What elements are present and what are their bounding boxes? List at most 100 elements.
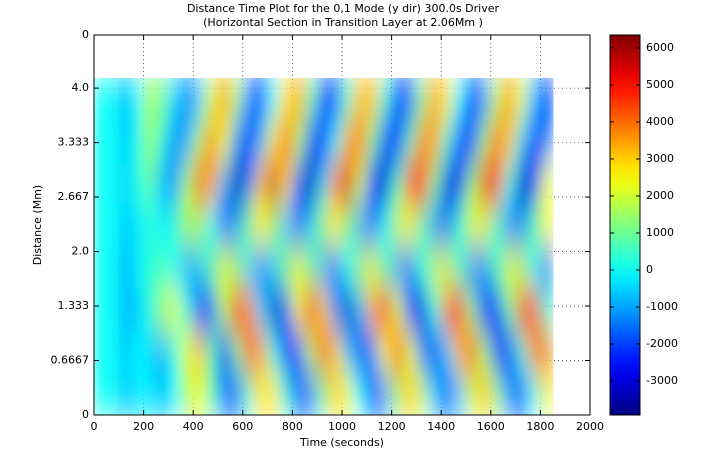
heatmap-cell bbox=[292, 162, 306, 205]
heatmap-cell bbox=[118, 120, 132, 163]
heatmap-cell bbox=[254, 288, 268, 332]
heatmap-cell bbox=[428, 288, 442, 332]
x-tick-label: 400 bbox=[183, 420, 204, 433]
heatmap-cell bbox=[478, 288, 492, 332]
heatmap-cell bbox=[416, 162, 430, 205]
heatmap-cell bbox=[267, 78, 281, 121]
heatmap-cell bbox=[242, 120, 256, 163]
heatmap-cell bbox=[428, 120, 442, 163]
heatmap-cell bbox=[453, 288, 467, 332]
heatmap-cell bbox=[391, 204, 405, 247]
heatmap-cell bbox=[540, 204, 554, 247]
heatmap-cell bbox=[540, 78, 554, 121]
colorbar-tick-label: 2000 bbox=[646, 189, 674, 202]
x-tick-label: 1200 bbox=[378, 420, 406, 433]
heatmap-cell bbox=[478, 78, 492, 121]
heatmap-cell bbox=[106, 246, 120, 290]
heatmap-cell bbox=[428, 330, 442, 374]
heatmap-cell bbox=[527, 204, 541, 247]
heatmap-cell bbox=[180, 204, 194, 247]
heatmap-cell bbox=[304, 288, 318, 332]
heatmap-cell bbox=[143, 204, 157, 247]
heatmap-cell bbox=[403, 372, 417, 416]
heatmap-cell bbox=[254, 330, 268, 374]
heatmap-cell bbox=[515, 288, 529, 332]
heatmap-cell bbox=[502, 288, 516, 332]
heatmap-cell bbox=[106, 162, 120, 205]
heatmap-cell bbox=[155, 204, 169, 247]
heatmap-cell bbox=[428, 246, 442, 290]
y-tick-label: 0 bbox=[82, 28, 89, 41]
heatmap-cell bbox=[130, 288, 144, 332]
heatmap-cell bbox=[341, 330, 355, 374]
heatmap-cell bbox=[354, 288, 368, 332]
heatmap-cell bbox=[155, 120, 169, 163]
heatmap-cell bbox=[391, 162, 405, 205]
heatmap-cell bbox=[403, 204, 417, 247]
heatmap-cell bbox=[292, 330, 306, 374]
heatmap-cell bbox=[478, 162, 492, 205]
heatmap-cell bbox=[217, 288, 231, 332]
heatmap-cell bbox=[515, 372, 529, 416]
heatmap-cell bbox=[366, 204, 380, 247]
heatmap-cell bbox=[155, 78, 169, 121]
heatmap-cell bbox=[118, 330, 132, 374]
heatmap-cell bbox=[403, 246, 417, 290]
heatmap-cell bbox=[465, 246, 479, 290]
heatmap-cell bbox=[428, 372, 442, 416]
heatmap-cell bbox=[403, 120, 417, 163]
heatmap-cell bbox=[217, 246, 231, 290]
heatmap-cell bbox=[143, 246, 157, 290]
colorbar-tick-label: 4000 bbox=[646, 115, 674, 128]
x-tick-label: 800 bbox=[282, 420, 303, 433]
heatmap-cell bbox=[242, 246, 256, 290]
heatmap-cell bbox=[316, 288, 330, 332]
heatmap-cell bbox=[341, 288, 355, 332]
heatmap-cell bbox=[217, 120, 231, 163]
heatmap-cell bbox=[106, 372, 120, 416]
heatmap-cell bbox=[391, 330, 405, 374]
colorbar bbox=[609, 34, 641, 416]
heatmap-cell bbox=[230, 162, 244, 205]
heatmap-cell bbox=[106, 78, 120, 121]
heatmap-cell bbox=[254, 246, 268, 290]
heatmap-cell bbox=[354, 78, 368, 121]
heatmap-cell bbox=[465, 78, 479, 121]
heatmap-cell bbox=[440, 204, 454, 247]
heatmap-cell bbox=[378, 330, 392, 374]
y-tick-label: 2.0 bbox=[72, 245, 90, 258]
heatmap-cell bbox=[267, 246, 281, 290]
heatmap-cell bbox=[242, 78, 256, 121]
heatmap-cell bbox=[180, 120, 194, 163]
heatmap-cell bbox=[428, 78, 442, 121]
heatmap-cell bbox=[453, 204, 467, 247]
heatmap-cell bbox=[267, 330, 281, 374]
heatmap-cell bbox=[192, 372, 206, 416]
heatmap-cell bbox=[168, 246, 182, 290]
heatmap-cell bbox=[316, 330, 330, 374]
heatmap-cell bbox=[490, 78, 504, 121]
heatmap-cell bbox=[168, 120, 182, 163]
heatmap-cell bbox=[515, 162, 529, 205]
heatmap-cell bbox=[292, 288, 306, 332]
heatmap-cell bbox=[440, 120, 454, 163]
heatmap-cell bbox=[254, 162, 268, 205]
heatmap-cell bbox=[403, 330, 417, 374]
heatmap-cell bbox=[329, 330, 343, 374]
heatmap-cell bbox=[378, 120, 392, 163]
heatmap-cell bbox=[378, 372, 392, 416]
heatmap-cell bbox=[341, 246, 355, 290]
x-axis-label: Time (seconds) bbox=[299, 436, 384, 449]
heatmap-cell bbox=[502, 372, 516, 416]
heatmap-cell bbox=[130, 120, 144, 163]
heatmap-cell bbox=[378, 162, 392, 205]
heatmap-cell bbox=[254, 78, 268, 121]
heatmap-cell bbox=[478, 246, 492, 290]
heatmap-cell bbox=[515, 246, 529, 290]
heatmap-cell bbox=[242, 204, 256, 247]
heatmap-cell bbox=[354, 246, 368, 290]
heatmap-cell bbox=[416, 204, 430, 247]
y-tick-label: 0.6667 bbox=[51, 354, 90, 367]
heatmap-cell bbox=[230, 246, 244, 290]
heatmap-cell bbox=[341, 120, 355, 163]
